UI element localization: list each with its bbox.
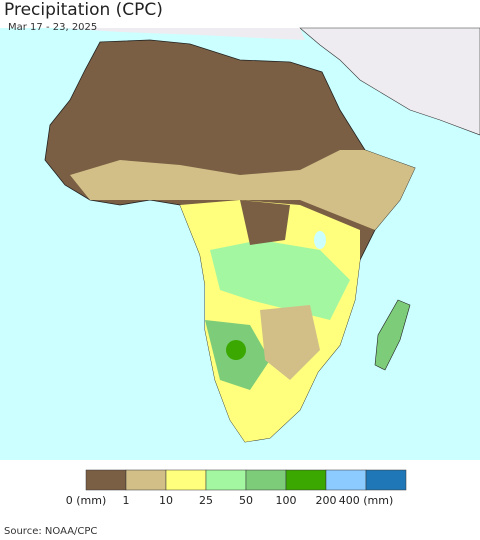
sahel xyxy=(70,150,415,230)
legend-label: 50 xyxy=(239,494,253,507)
legend-label: 400 (mm) xyxy=(339,494,394,507)
legend-label: 200 xyxy=(316,494,337,507)
legend-label: 10 xyxy=(159,494,173,507)
heavy-rain xyxy=(226,340,246,360)
legend-label: 0 (mm) xyxy=(66,494,107,507)
legend-label: 25 xyxy=(199,494,213,507)
legend-swatch xyxy=(85,469,127,491)
dry-patch xyxy=(240,200,290,245)
legend-swatch xyxy=(205,469,247,491)
legend-swatch xyxy=(285,469,327,491)
legend: 0 (mm) 1 10 25 50 100 200 400 (mm) xyxy=(66,469,407,507)
lake xyxy=(314,231,326,249)
legend-swatch xyxy=(165,469,207,491)
legend-label: 100 xyxy=(276,494,297,507)
subtitle: Mar 17 - 23, 2025 xyxy=(8,22,98,33)
wet-band xyxy=(210,240,350,320)
legend-swatch xyxy=(365,469,407,491)
legend-swatch xyxy=(325,469,367,491)
legend-swatch xyxy=(125,469,167,491)
source: Source: NOAA/CPC xyxy=(4,526,98,537)
middle-east xyxy=(299,27,480,136)
europe xyxy=(60,28,305,40)
madagascar xyxy=(374,299,411,371)
legend-swatch xyxy=(245,469,287,491)
title: Precipitation (CPC) xyxy=(4,0,163,20)
legend-label: 1 xyxy=(123,494,130,507)
dry-south xyxy=(260,305,320,380)
